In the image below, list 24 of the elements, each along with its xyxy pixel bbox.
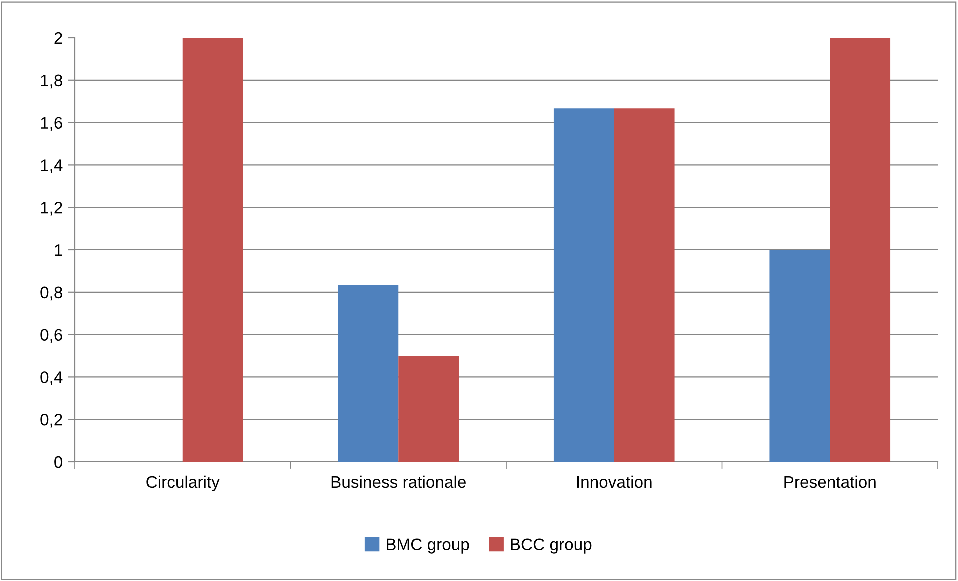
y-tick-label: 1,2 [41, 202, 62, 216]
x-tick-label: Circularity [146, 476, 220, 492]
bar [338, 285, 399, 462]
x-tick-label: Presentation [784, 476, 876, 488]
legend-label: BCC group [511, 538, 592, 554]
y-tick-label: 0,8 [40, 286, 62, 301]
bar [614, 108, 675, 462]
y-tick-label: 0,2 [40, 414, 62, 428]
bar [554, 108, 614, 462]
bar [182, 38, 244, 462]
x-tick-label: Business rationale [332, 476, 466, 488]
bar [770, 250, 830, 462]
legend-label: BMC group [387, 538, 470, 554]
y-tick-label: 1 [55, 244, 62, 256]
y-tick-label: 1,6 [41, 117, 62, 131]
bar [830, 38, 891, 462]
y-tick-label: 2 [54, 32, 62, 44]
y-tick-label: 0,4 [40, 372, 63, 386]
x-tick-label: Innovation [577, 476, 652, 488]
y-tick-label: 1,8 [41, 74, 62, 89]
y-tick-label: 0,6 [40, 329, 62, 343]
y-tick-label: 0 [54, 456, 63, 468]
y-tick-label: 1,4 [41, 160, 63, 174]
bar [398, 356, 460, 462]
